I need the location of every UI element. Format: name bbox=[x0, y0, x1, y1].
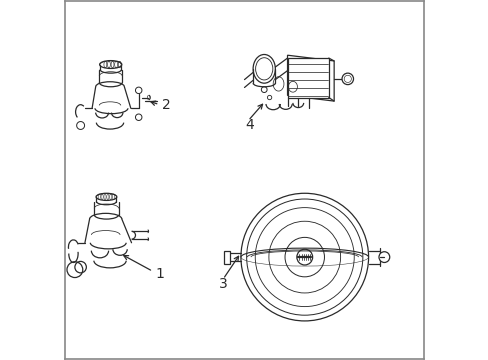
Ellipse shape bbox=[253, 54, 275, 83]
Circle shape bbox=[378, 252, 389, 262]
Circle shape bbox=[341, 73, 353, 85]
Circle shape bbox=[241, 193, 368, 321]
Ellipse shape bbox=[100, 60, 122, 68]
Text: 2: 2 bbox=[162, 98, 170, 112]
Ellipse shape bbox=[255, 58, 272, 80]
Text: 1: 1 bbox=[156, 267, 164, 281]
Ellipse shape bbox=[96, 193, 117, 201]
Polygon shape bbox=[287, 55, 333, 101]
Text: 4: 4 bbox=[244, 118, 253, 132]
Polygon shape bbox=[287, 58, 328, 98]
Text: 3: 3 bbox=[219, 277, 228, 291]
Bar bbox=[224, 251, 229, 264]
